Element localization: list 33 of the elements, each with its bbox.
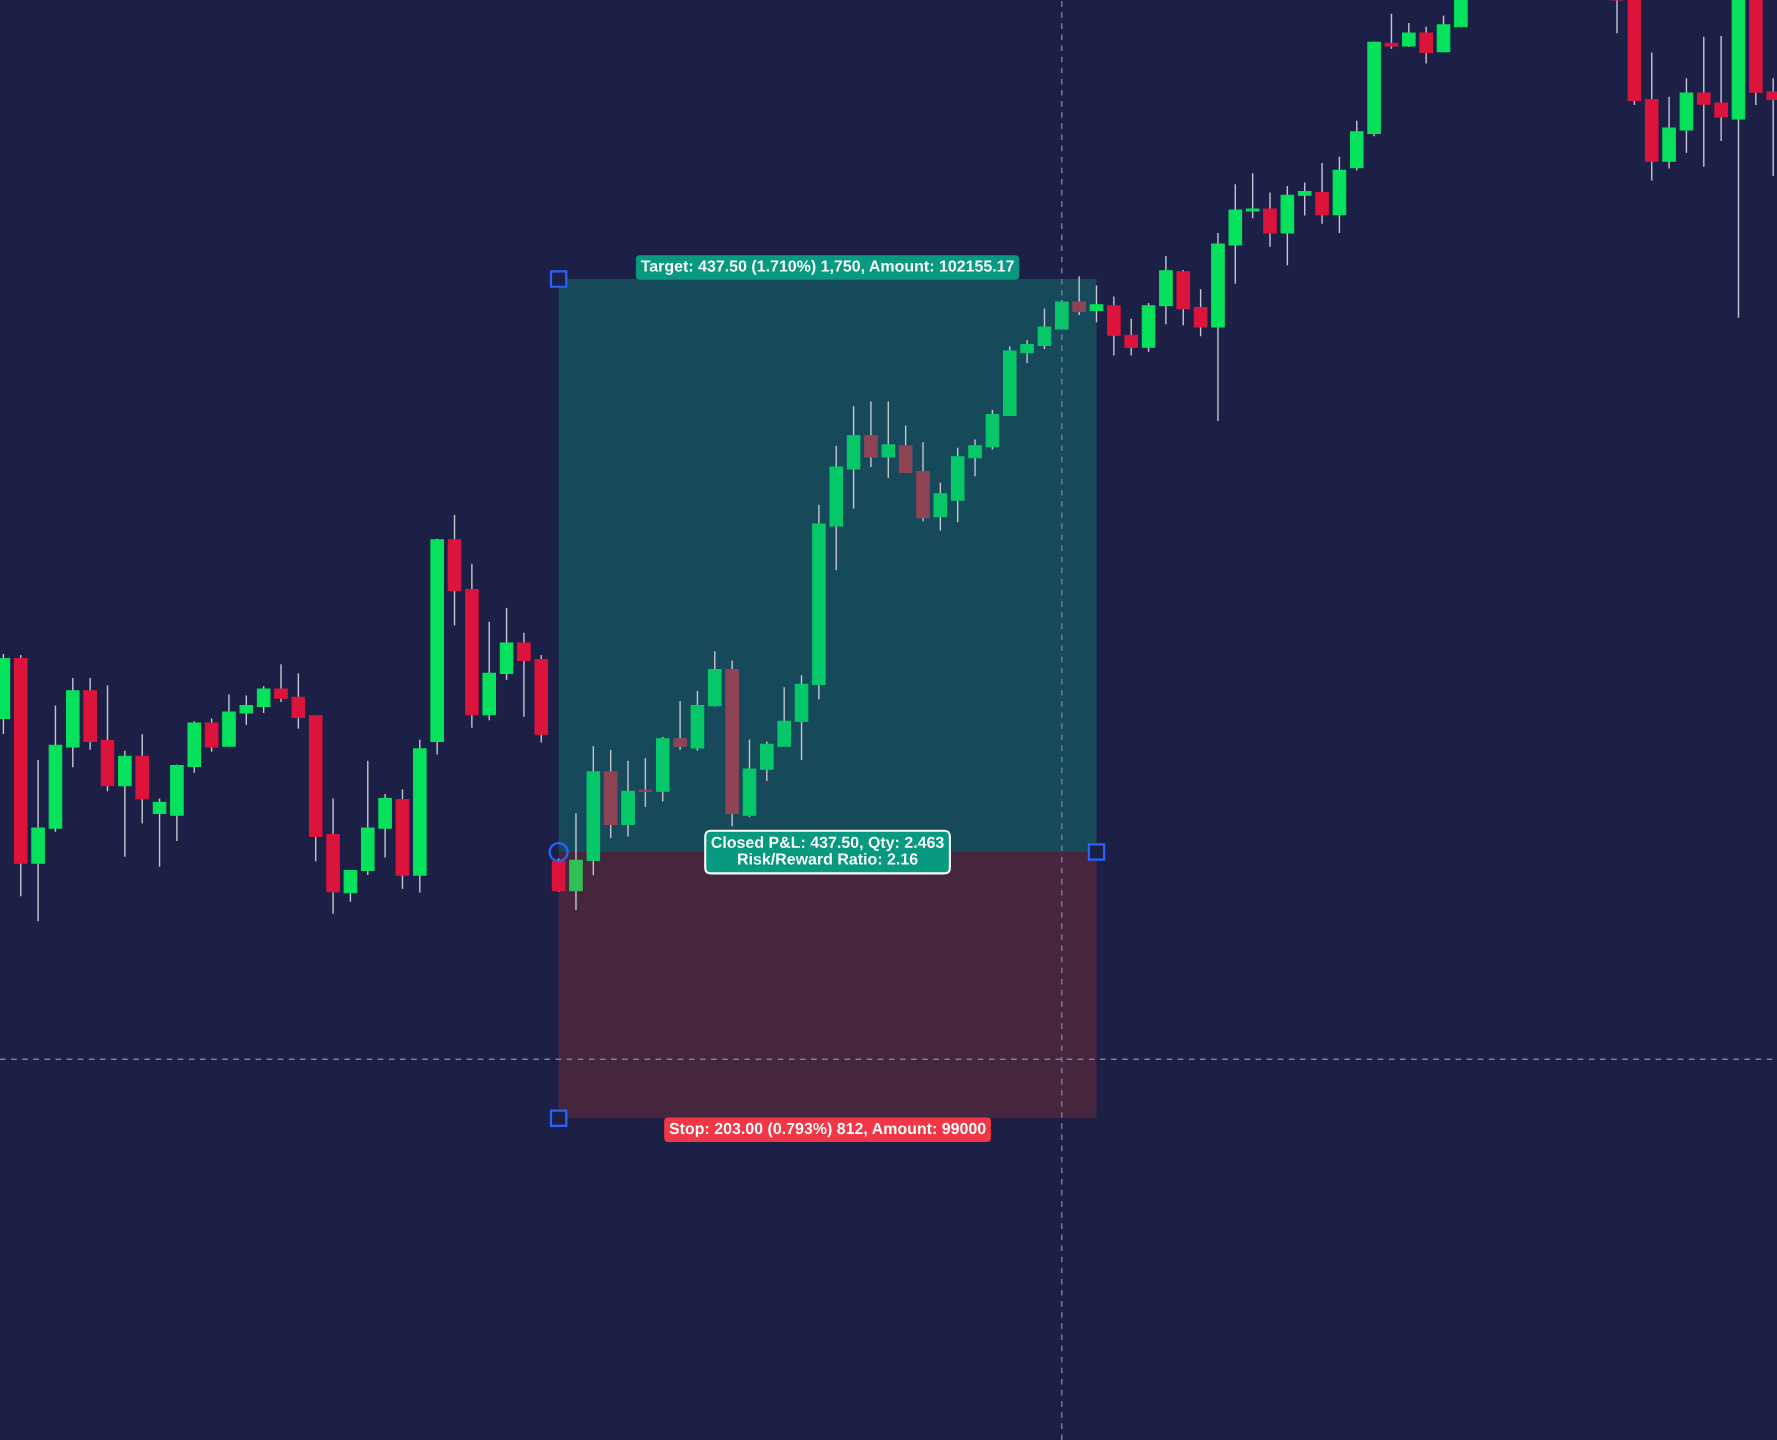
- candlestick: [274, 663, 288, 703]
- candlestick: [343, 869, 358, 903]
- candlestick: [1263, 191, 1277, 248]
- candlestick: [1714, 35, 1728, 142]
- candlestick: [256, 685, 271, 714]
- band-label: Target: 437.50 (1.710%) 1,750, Amount: 102155.17: [640, 259, 1014, 275]
- candlestick: [1402, 22, 1416, 48]
- candlestick: [1089, 284, 1104, 324]
- candlestick: [864, 400, 878, 468]
- candlestick: [517, 632, 531, 718]
- candlestick: [1193, 288, 1208, 337]
- candlestick: [638, 757, 653, 808]
- candlestick: [239, 694, 254, 726]
- candlestick: [1696, 36, 1711, 168]
- candlestick: [1037, 307, 1052, 350]
- annotation: Closed P&L: 437.50, Qty: 2.463 Risk/Reward Ratio: 2.16: [711, 836, 944, 865]
- candlestick: [1124, 318, 1139, 357]
- band-label: Stop: 203.00 (0.793%) 812, Amount: 99000: [669, 1122, 986, 1138]
- candlestick: [1384, 13, 1399, 50]
- candlestick: [204, 717, 219, 753]
- candlestick: [1610, 0, 1624, 34]
- candlestick: [1419, 26, 1433, 65]
- candlestick: [933, 481, 948, 532]
- candlestick: [1020, 339, 1034, 364]
- candlestick: [291, 672, 306, 730]
- candlestick: [152, 797, 167, 868]
- candlestick: [1297, 181, 1312, 217]
- candlestick: [1072, 275, 1086, 316]
- candlestick: [1245, 172, 1260, 220]
- candlestick: [881, 400, 896, 479]
- candlestick: [968, 438, 982, 477]
- candlestick: [673, 700, 687, 751]
- candlestick: [1315, 162, 1329, 225]
